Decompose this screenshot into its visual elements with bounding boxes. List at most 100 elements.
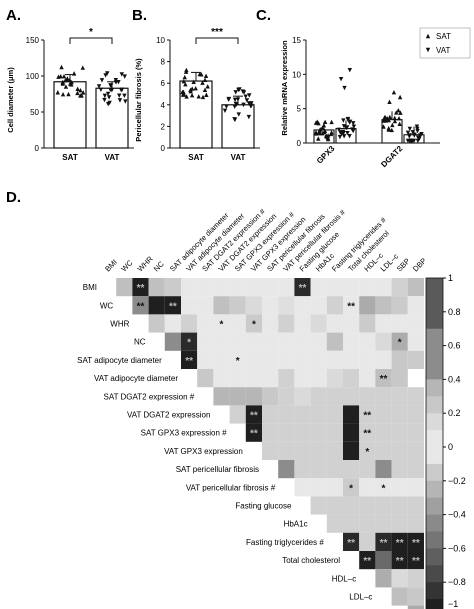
heatmap-cell xyxy=(148,278,165,297)
point-sat xyxy=(59,64,64,70)
heatmap-cell xyxy=(229,278,246,297)
heatmap-cell xyxy=(326,460,343,479)
heatmap-cell xyxy=(229,369,246,388)
colorbar-swatch xyxy=(426,480,443,499)
heatmap-cell xyxy=(326,387,343,406)
point-vat xyxy=(407,134,412,139)
point-sat xyxy=(323,133,329,138)
heatmap-cell xyxy=(359,423,376,442)
heatmap-cell xyxy=(278,350,295,369)
point-vat xyxy=(122,93,127,98)
y-tick-label: 0 xyxy=(297,139,302,148)
sig-star: ** xyxy=(137,283,145,294)
point-sat xyxy=(78,88,83,93)
heatmap-cell xyxy=(407,405,424,424)
heatmap-cell xyxy=(181,350,198,369)
heatmap-cell xyxy=(326,296,343,315)
colorbar-swatch xyxy=(426,311,443,330)
heatmap-cell xyxy=(310,496,327,515)
colorbar-swatch xyxy=(426,413,443,431)
point-vat xyxy=(425,47,431,53)
heatmap-cell xyxy=(326,478,343,497)
heatmap-cell xyxy=(407,532,424,551)
heatmap-cell xyxy=(375,296,392,315)
heatmap-cell xyxy=(407,496,424,515)
point-sat xyxy=(382,115,387,120)
heatmap-cell xyxy=(407,332,424,351)
point-vat xyxy=(249,101,254,106)
legend-entry-vat: VAT xyxy=(436,46,450,55)
point-sat xyxy=(181,79,187,84)
point-vat xyxy=(341,134,347,139)
point-sat xyxy=(425,33,431,39)
sig-label: *** xyxy=(211,27,223,38)
heatmap-cell xyxy=(229,387,246,406)
heatmap-cell xyxy=(375,405,392,424)
point-sat xyxy=(202,87,208,92)
heatmap-cell xyxy=(375,532,392,551)
heatmap-cell xyxy=(375,314,392,333)
heatmap-cell xyxy=(343,405,360,424)
sig-label: * xyxy=(89,27,93,38)
heatmap-cell xyxy=(262,369,279,388)
heatmap-cell xyxy=(375,551,392,570)
heatmap-cell xyxy=(375,496,392,515)
heatmap-cell xyxy=(359,332,376,351)
point-sat xyxy=(193,85,198,91)
point-vat xyxy=(234,102,239,107)
row-label: VAT GPX3 expression xyxy=(164,447,243,456)
row-label: WC xyxy=(100,301,114,310)
row-label: NC xyxy=(134,338,146,347)
heatmap-cell xyxy=(407,423,424,442)
x-tick-label: VAT xyxy=(105,153,120,162)
heatmap-cell xyxy=(391,514,408,533)
heatmap-cell xyxy=(359,296,376,315)
y-tick-label: 0 xyxy=(35,144,40,153)
sig-star: * xyxy=(187,338,191,349)
heatmap-cell xyxy=(407,296,424,315)
panel-a-ylabel: Cell diameter (μm) xyxy=(6,67,15,133)
heatmap-cell xyxy=(375,278,392,297)
heatmap-cell xyxy=(132,278,149,297)
heatmap-cell xyxy=(359,514,376,533)
heatmap-cell xyxy=(375,569,392,588)
colorbar-tick-label: 0.4 xyxy=(448,374,461,384)
heatmap-cell xyxy=(278,296,295,315)
point-sat xyxy=(183,81,188,87)
heatmap-cell xyxy=(213,278,230,297)
sig-star: ** xyxy=(250,411,258,422)
heatmap-cell xyxy=(294,350,311,369)
heatmap-cell xyxy=(343,369,360,388)
point-sat xyxy=(205,84,210,89)
point-sat xyxy=(80,65,85,70)
heatmap-cell xyxy=(181,296,198,315)
heatmap-cell xyxy=(245,405,262,424)
heatmap-cell xyxy=(294,387,311,406)
legend-box xyxy=(419,27,471,59)
point-vat xyxy=(241,90,247,95)
sig-star: * xyxy=(365,447,369,458)
row-label: Total cholesterol xyxy=(282,556,340,565)
heatmap-cell xyxy=(197,296,214,315)
heatmap-cell xyxy=(310,441,327,460)
heatmap-cell xyxy=(343,478,360,497)
sig-star: ** xyxy=(363,429,371,440)
y-tick-label: 10 xyxy=(156,36,165,45)
point-sat xyxy=(55,90,60,95)
heatmap-cell xyxy=(359,460,376,479)
heatmap-cell xyxy=(359,496,376,515)
row-label: Fasting glucose xyxy=(235,502,292,511)
sig-star: ** xyxy=(396,556,404,567)
sig-star: * xyxy=(252,320,256,331)
point-sat xyxy=(397,121,402,126)
y-tick-label: 2 xyxy=(161,122,166,131)
heatmap-cell xyxy=(343,460,360,479)
point-sat xyxy=(397,94,403,100)
heatmap-cell xyxy=(294,441,311,460)
heatmap-cell xyxy=(245,278,262,297)
x-tick-label: SAT xyxy=(62,153,78,162)
heatmap-cell xyxy=(343,314,360,333)
colorbar-tick-label: 0.8 xyxy=(448,307,461,317)
